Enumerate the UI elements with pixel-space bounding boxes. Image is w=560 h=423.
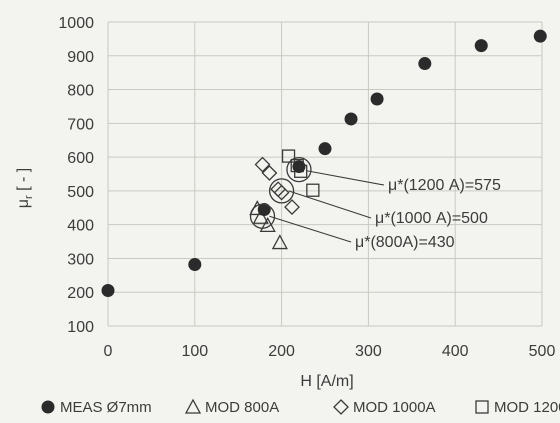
y-axis-label: μr [ - ] xyxy=(15,168,35,208)
annotation-leader-line xyxy=(305,170,385,186)
y-tick-label: 700 xyxy=(67,116,94,133)
highlight-circle xyxy=(268,178,295,204)
data-point xyxy=(261,165,278,181)
legend-marker xyxy=(475,400,489,414)
legend-label: MOD 800A xyxy=(205,399,279,416)
annotation-label: μ*(800A)=430 xyxy=(355,234,455,251)
x-tick-label: 200 xyxy=(268,343,295,360)
annotation-leader-line xyxy=(288,190,372,219)
annotation-leader-lines xyxy=(269,170,385,243)
x-tick-label: 300 xyxy=(355,343,382,360)
y-tick-label: 200 xyxy=(67,285,94,302)
annotation-label: μ*(1000 A)=500 xyxy=(375,210,488,227)
data-point xyxy=(271,234,288,250)
data-point xyxy=(254,156,271,173)
data-point xyxy=(474,39,488,53)
y-tick-label: 600 xyxy=(67,150,94,167)
x-tick-label: 400 xyxy=(442,343,469,360)
data-point xyxy=(284,199,300,216)
data-point xyxy=(101,284,115,298)
legend-label: MOD 1000A xyxy=(353,399,436,416)
data-point xyxy=(257,202,271,216)
x-tick-labels: 0 100 200 300 400 500 xyxy=(104,343,556,360)
data-points xyxy=(101,29,547,298)
y-tick-label: 100 xyxy=(67,319,94,336)
y-tick-label: 400 xyxy=(67,218,94,235)
legend-marker xyxy=(333,399,349,415)
legend-label: MEAS Ø7mm xyxy=(60,399,152,416)
highlight-circle xyxy=(286,156,312,183)
y-tick-labels: 100 200 300 400 500 600 700 800 900 1000 xyxy=(58,15,94,336)
highlight-circle xyxy=(249,203,276,229)
annotation-label: μ*(1200 A)=575 xyxy=(388,177,501,194)
data-point xyxy=(188,258,202,272)
data-point xyxy=(344,112,358,126)
annotations: μ*(1200 A)=575 μ*(1000 A)=500 μ*(800A)=430 xyxy=(355,177,501,251)
y-tick-label: 1000 xyxy=(58,15,94,32)
x-tick-label: 0 xyxy=(104,343,113,360)
data-point xyxy=(533,29,547,43)
data-point xyxy=(292,160,306,174)
data-point xyxy=(318,142,332,156)
data-point xyxy=(418,57,432,71)
legend-marker xyxy=(184,398,202,414)
data-point xyxy=(252,208,269,224)
annotation-leader-line xyxy=(269,215,352,243)
y-tick-label: 500 xyxy=(67,184,94,201)
y-tick-label: 900 xyxy=(67,49,94,66)
legend-marker xyxy=(41,400,55,414)
y-tick-label: 800 xyxy=(67,83,94,100)
data-point xyxy=(370,92,384,106)
x-axis-label: H [A/m] xyxy=(300,373,353,390)
y-tick-label: 300 xyxy=(67,251,94,268)
data-point xyxy=(306,183,320,197)
grid-lines xyxy=(107,21,543,327)
x-tick-label: 100 xyxy=(181,343,208,360)
x-tick-label: 500 xyxy=(529,343,556,360)
data-point xyxy=(273,184,290,201)
data-point xyxy=(281,149,296,163)
